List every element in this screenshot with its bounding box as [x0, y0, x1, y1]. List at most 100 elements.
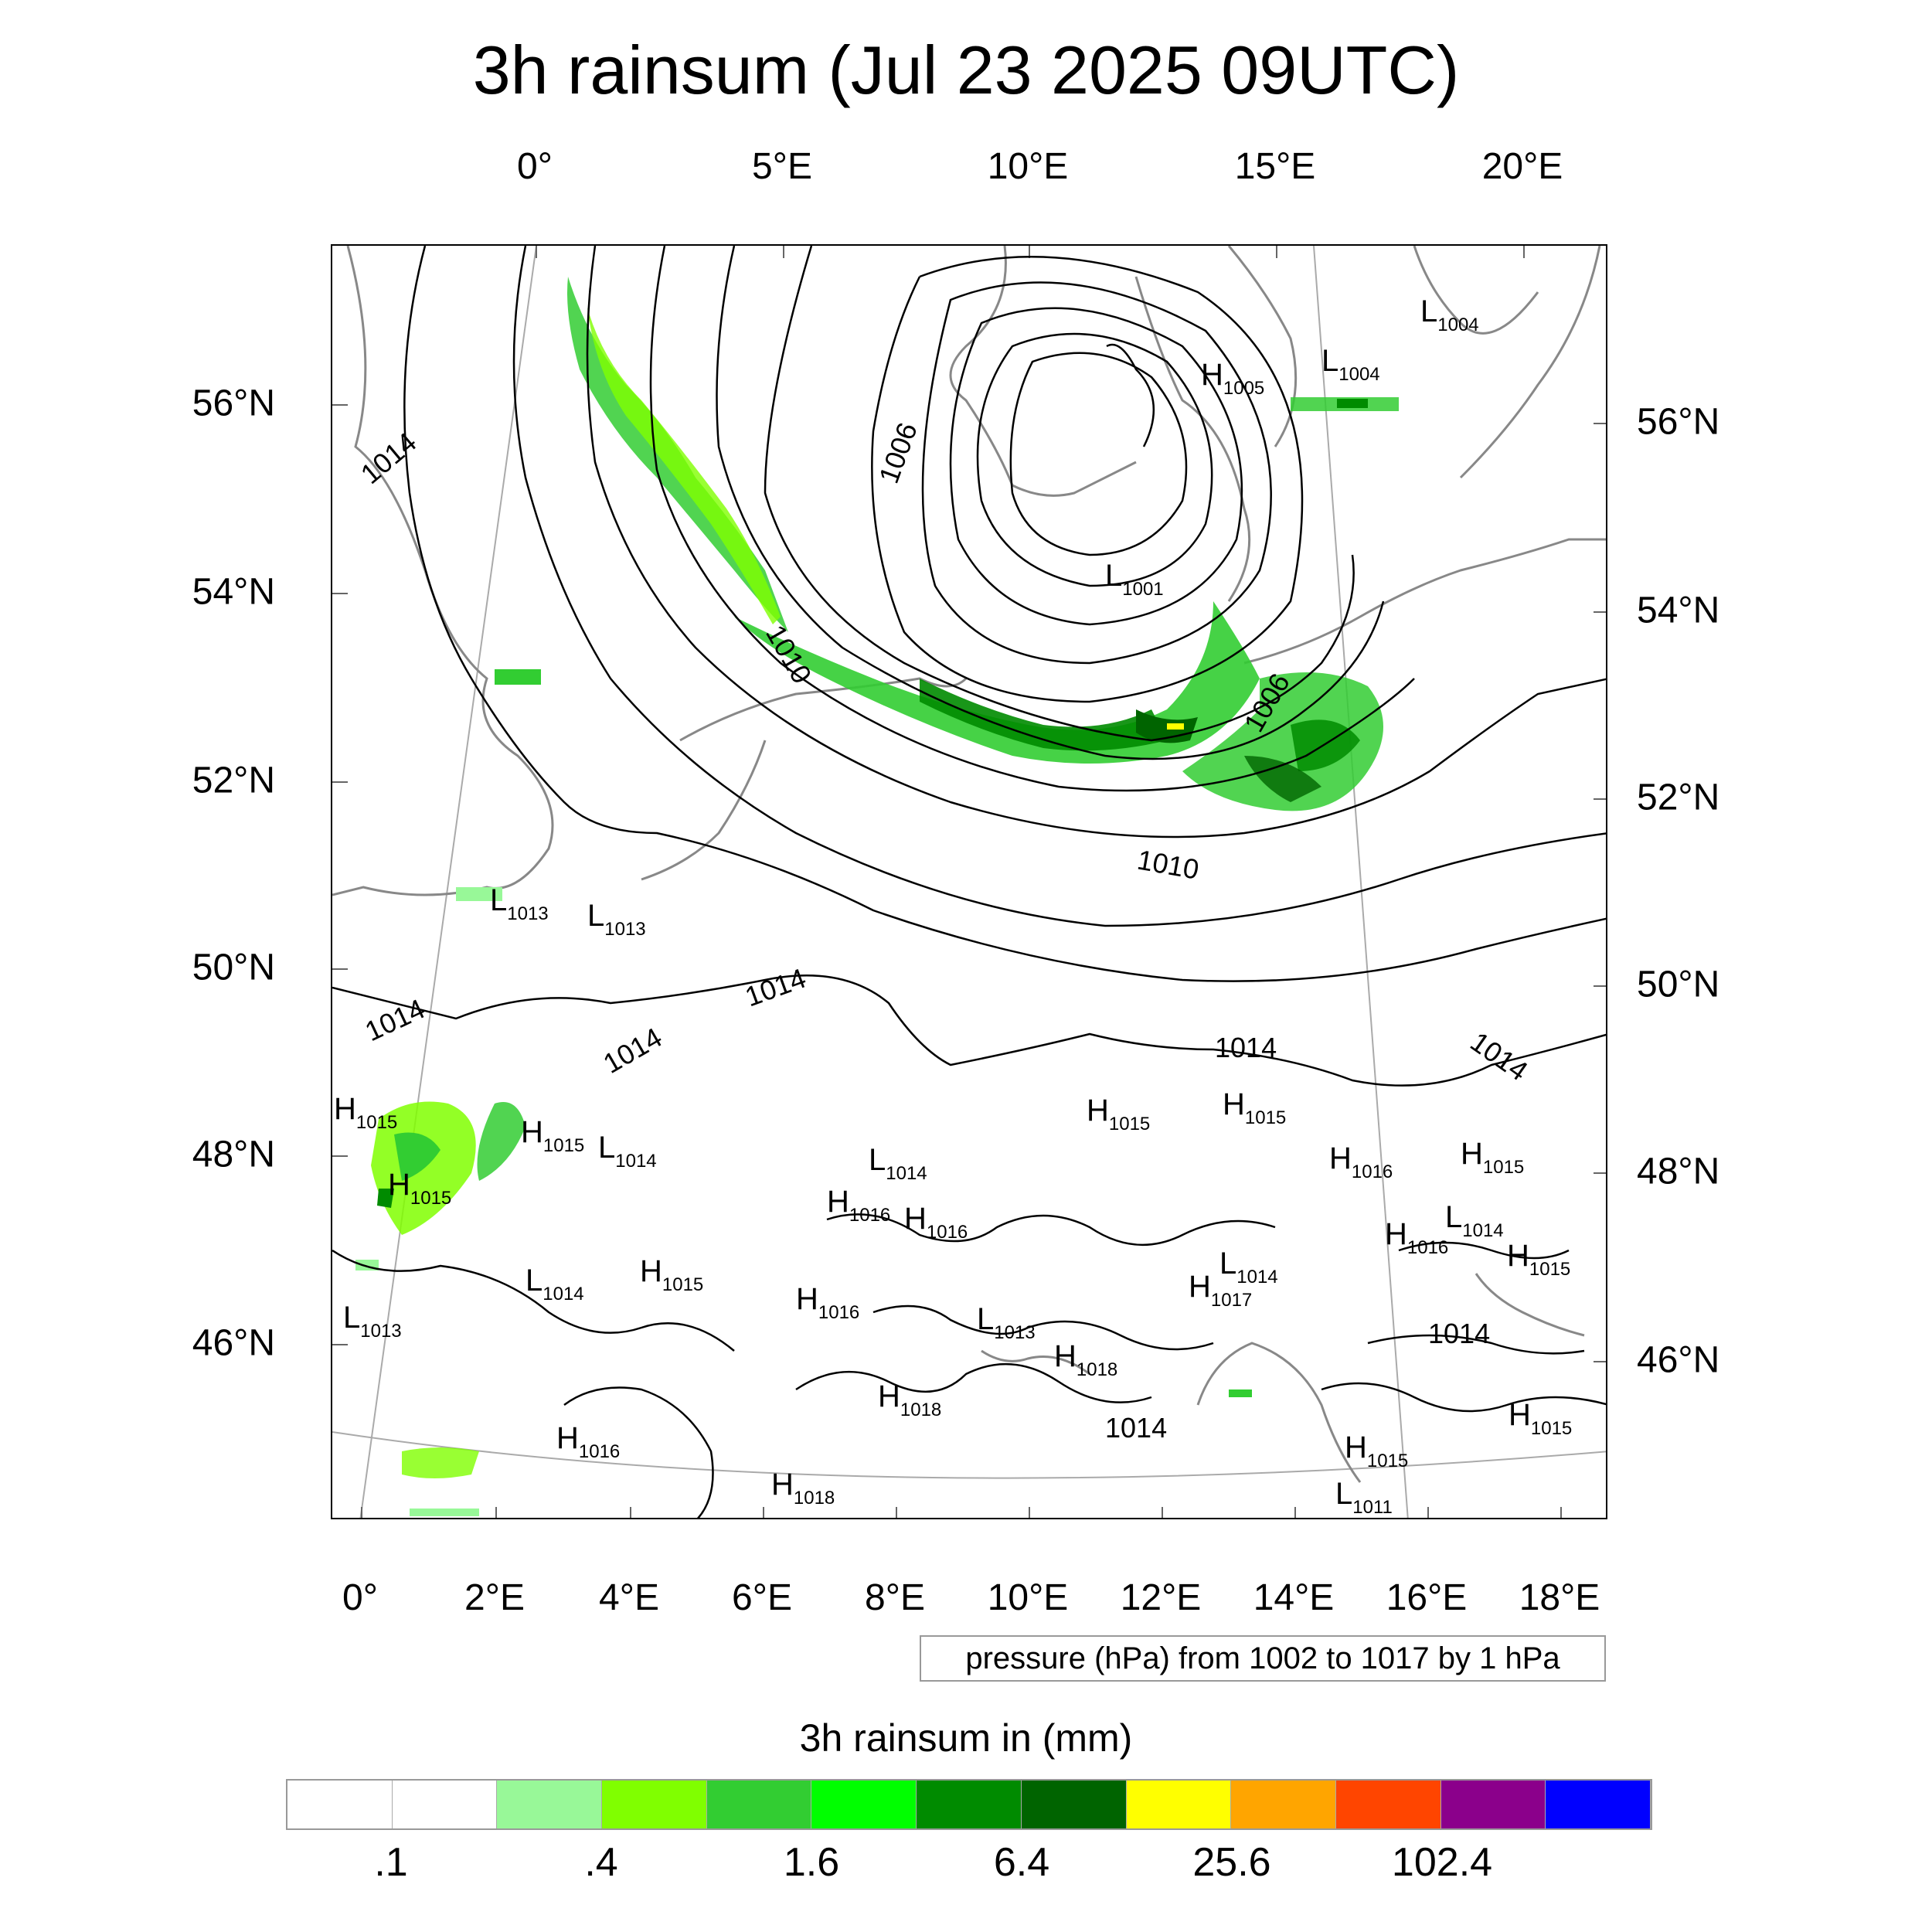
pressure-center: L1013 — [343, 1301, 402, 1342]
pressure-center: H1015 — [1345, 1430, 1408, 1471]
top-lon-label: 0° — [517, 146, 553, 187]
isobar-label: 1014 — [1428, 1318, 1490, 1349]
bottom-lon-label: 6°E — [732, 1577, 792, 1618]
colorbar-swatch — [287, 1781, 393, 1828]
isobar-label: 1014 — [598, 1021, 668, 1080]
right-lat-label: 48°N — [1637, 1151, 1720, 1192]
right-lat-label: 56°N — [1637, 401, 1720, 443]
colorbar-swatch — [811, 1781, 917, 1828]
colorbar-swatch — [706, 1781, 812, 1828]
pressure-center: H1015 — [1087, 1094, 1150, 1134]
left-lat-label: 50°N — [192, 947, 275, 988]
pressure-center: L1014 — [1219, 1247, 1278, 1287]
right-lat-label: 54°N — [1637, 590, 1720, 631]
pressure-center: H1005 — [1201, 358, 1264, 399]
left-lat-label: 46°N — [192, 1322, 275, 1364]
isobar-label: 1014 — [360, 992, 430, 1047]
pressure-center: H1016 — [1385, 1217, 1448, 1258]
pressure-center: H1016 — [1329, 1141, 1393, 1182]
isobar-label: 1014 — [1105, 1412, 1167, 1444]
colorbar-label: .1 — [374, 1840, 408, 1885]
pressure-center: H1015 — [640, 1254, 703, 1295]
isobar-label: 1006 — [872, 418, 923, 487]
left-lat-label: 52°N — [192, 760, 275, 801]
pressure-center: L1011 — [1335, 1477, 1393, 1518]
bottom-lon-label: 12°E — [1120, 1577, 1202, 1618]
pressure-center: H1015 — [1461, 1137, 1524, 1178]
colorbar-swatch — [602, 1781, 707, 1828]
tick-marks — [332, 246, 1606, 1518]
pressure-center: H1015 — [1509, 1398, 1572, 1439]
bottom-lon-label: 18°E — [1519, 1577, 1600, 1618]
right-lat-label: 50°N — [1637, 964, 1720, 1005]
pressure-center: H1016 — [827, 1185, 890, 1226]
colorbar-swatch — [917, 1781, 1022, 1828]
coastlines — [332, 246, 1606, 1483]
colorbar-title: 3h rainsum in (mm) — [799, 1716, 1133, 1760]
pressure-center: L1014 — [869, 1143, 927, 1184]
isobar-label: 1014 — [741, 962, 810, 1013]
bottom-lon-label: 8°E — [865, 1577, 925, 1618]
isobar-label: 1010 — [1135, 844, 1202, 886]
pressure-center: H1015 — [388, 1168, 451, 1209]
pressure-center: L1013 — [977, 1302, 1036, 1343]
pressure-center: L1004 — [1420, 294, 1479, 335]
left-lat-label: 56°N — [192, 383, 275, 424]
pressure-center: H1015 — [1507, 1239, 1570, 1280]
pressure-center: H1015 — [334, 1092, 397, 1133]
pressure-center: L1013 — [490, 883, 549, 924]
isobars — [332, 246, 1606, 1518]
pressure-center: H1018 — [1054, 1339, 1117, 1380]
pressure-center: H1015 — [521, 1115, 584, 1156]
colorbar-swatch — [392, 1781, 498, 1828]
colorbar-label: 25.6 — [1192, 1840, 1271, 1885]
pressure-center: L1013 — [587, 899, 646, 940]
bottom-lon-label: 16°E — [1386, 1577, 1468, 1618]
pressure-center: H1016 — [796, 1282, 859, 1323]
colorbar-swatch — [1335, 1781, 1441, 1828]
top-lon-label: 15°E — [1234, 146, 1316, 187]
right-lat-label: 46°N — [1637, 1339, 1720, 1381]
pressure-center: H1017 — [1189, 1270, 1252, 1311]
colorbar-swatch — [497, 1781, 603, 1828]
colorbar-label: 1.6 — [783, 1840, 840, 1885]
pressure-center: L1014 — [1445, 1200, 1504, 1241]
isobar-label: 1014 — [355, 426, 423, 490]
bottom-lon-label: 14°E — [1253, 1577, 1335, 1618]
top-lon-label: 20°E — [1481, 146, 1563, 187]
colorbar-swatch — [1231, 1781, 1336, 1828]
colorbar-swatch — [1021, 1781, 1127, 1828]
chart-title: 3h rainsum (Jul 23 2025 09UTC) — [472, 32, 1460, 108]
pressure-center: H1015 — [1223, 1087, 1286, 1128]
isobar-label: 1014 — [1464, 1026, 1533, 1087]
right-lat-label: 52°N — [1637, 777, 1720, 818]
bottom-lon-label: 10°E — [987, 1577, 1069, 1618]
colorbar — [286, 1779, 1652, 1830]
isobar-label: 1014 — [1215, 1032, 1277, 1063]
bottom-lon-label: 0° — [342, 1577, 378, 1618]
pressure-center: H1018 — [771, 1468, 835, 1509]
pressure-note: pressure (hPa) from 1002 to 1017 by 1 hP… — [920, 1635, 1606, 1682]
left-lat-label: 48°N — [192, 1134, 275, 1175]
precipitation — [355, 277, 1399, 1516]
colorbar-label: .4 — [584, 1840, 618, 1885]
colorbar-swatch — [1440, 1781, 1546, 1828]
map-panel: 1014 1006 1010 1006 1010 1014 1014 1014 … — [331, 244, 1607, 1519]
graticule — [332, 246, 1606, 1518]
colorbar-swatch — [1126, 1781, 1232, 1828]
pressure-center: H1016 — [904, 1202, 968, 1243]
pressure-center: L1014 — [598, 1131, 657, 1172]
colorbar-swatch — [1546, 1781, 1651, 1828]
pressure-center: H1018 — [878, 1379, 941, 1420]
pressure-centers: L1004 H1005 L1004 L1001 L1013 L1013 H101… — [334, 294, 1572, 1518]
pressure-center: L1014 — [526, 1264, 584, 1304]
colorbar-label: 102.4 — [1391, 1840, 1493, 1885]
left-lat-label: 54°N — [192, 571, 275, 613]
top-lon-label: 5°E — [752, 146, 812, 187]
pressure-center: L1004 — [1321, 344, 1380, 385]
bottom-lon-label: 2°E — [464, 1577, 525, 1618]
pressure-center: H1016 — [556, 1421, 620, 1462]
weather-map: 1014 1006 1010 1006 1010 1014 1014 1014 … — [332, 246, 1606, 1518]
pressure-center: L1001 — [1105, 559, 1164, 600]
top-lon-label: 10°E — [987, 146, 1069, 187]
